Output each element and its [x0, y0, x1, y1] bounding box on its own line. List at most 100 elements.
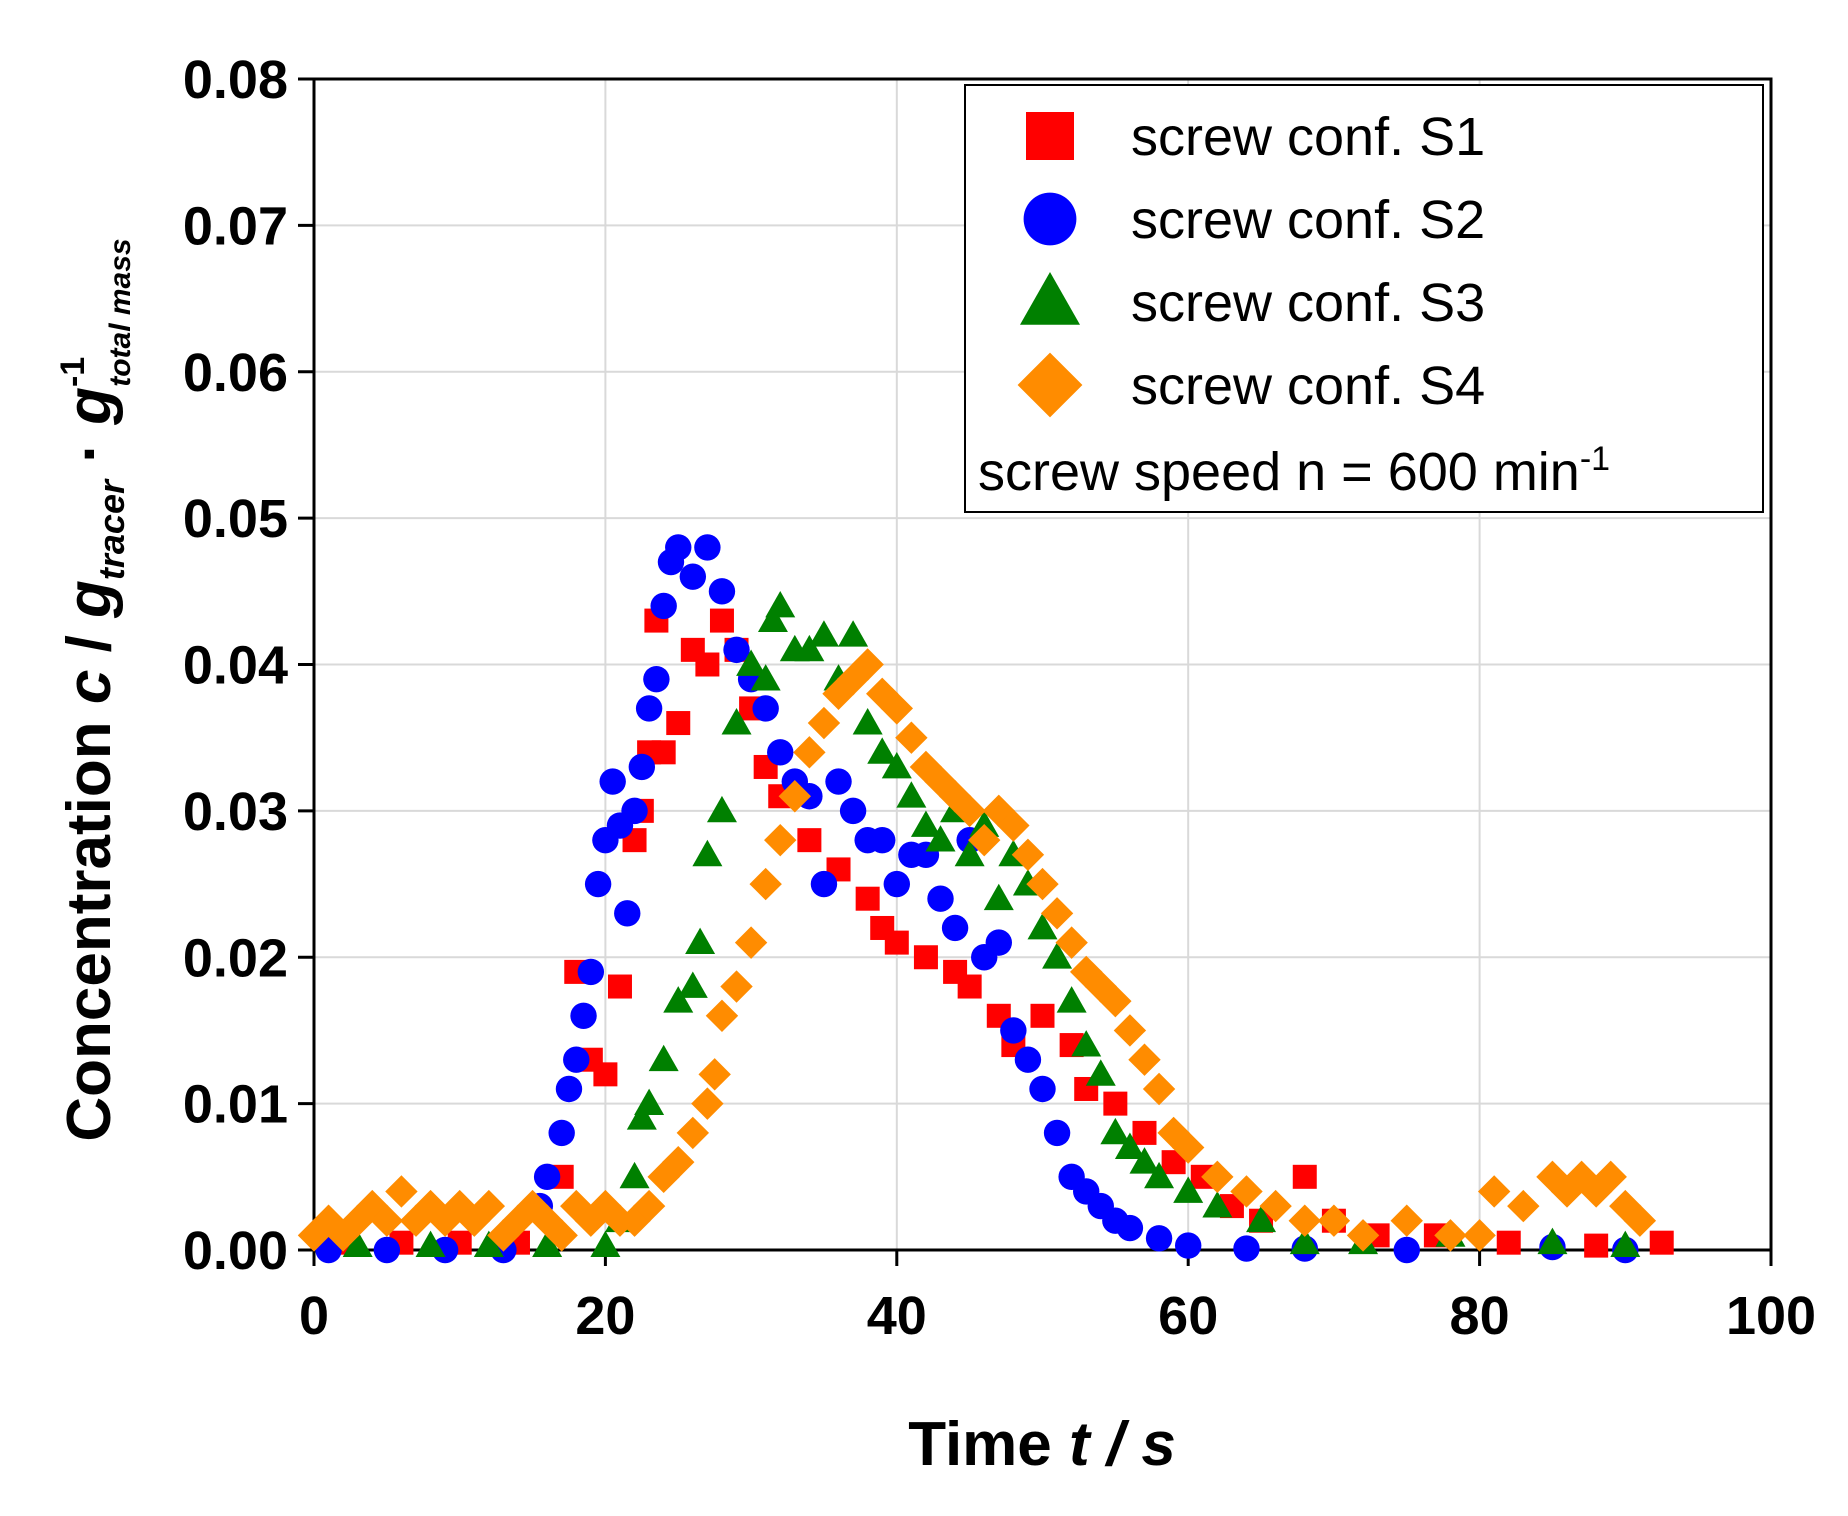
y-axis-label-sub: tracer: [91, 478, 132, 580]
marker-diamond: [676, 1116, 710, 1150]
marker-diamond: [1434, 1219, 1467, 1252]
marker-diamond: [938, 780, 972, 813]
marker-triangle: [1144, 1161, 1175, 1189]
marker-triangle: [954, 839, 985, 867]
legend-marker: [1023, 192, 1077, 246]
marker-circle: [1116, 1214, 1144, 1242]
marker-diamond: [1346, 1219, 1380, 1252]
marker-square: [1103, 1091, 1128, 1116]
y-tick-label: 0.04: [183, 636, 288, 696]
legend-note-sup: -1: [1580, 440, 1610, 478]
y-tick-label: 0.08: [183, 50, 288, 110]
marker-circle: [694, 534, 721, 561]
marker-circle: [927, 885, 954, 912]
marker-diamond: [516, 1189, 549, 1223]
marker-triangle: [1056, 986, 1087, 1013]
x-tick-label: 20: [575, 1286, 635, 1346]
plot-frame: [312, 77, 1773, 1252]
marker-square: [593, 1062, 618, 1087]
marker-diamond: [866, 677, 899, 710]
marker-circle: [1029, 1075, 1056, 1103]
marker-circle: [665, 534, 692, 561]
y-axis-label: Concentration c / gtracer · g-1 total mas…: [54, 238, 137, 1141]
legend-label: screw conf. S3: [1131, 273, 1485, 333]
marker-diamond: [647, 1160, 680, 1194]
marker-circle: [752, 695, 779, 722]
marker-triangle: [1100, 1117, 1131, 1145]
marker-circle: [1000, 1017, 1027, 1044]
x-axis-label-text: Time: [908, 1410, 1069, 1479]
marker-triangle: [757, 605, 788, 632]
marker-triangle: [1085, 1059, 1116, 1086]
marker-triangle: [765, 590, 796, 618]
marker-diamond: [734, 926, 768, 959]
marker-circle: [679, 563, 707, 590]
y-tick-label: 0.06: [183, 343, 288, 403]
y-tick-label: 0.05: [183, 489, 288, 549]
marker-diamond: [1477, 1175, 1511, 1208]
marker-diamond: [530, 1204, 564, 1237]
marker-diamond: [632, 1189, 666, 1223]
marker-diamond: [662, 1145, 695, 1179]
marker-circle: [1014, 1046, 1042, 1073]
marker-circle: [584, 870, 612, 898]
marker-diamond: [1055, 926, 1088, 959]
marker-circle: [985, 929, 1012, 956]
marker-diamond: [836, 662, 870, 696]
marker-diamond: [909, 750, 943, 784]
legend-label: screw conf. S4: [1131, 356, 1485, 416]
marker-circle: [555, 1075, 583, 1103]
marker-triangle: [1027, 912, 1058, 940]
marker-circle: [869, 826, 896, 854]
marker-triangle: [619, 1161, 650, 1189]
legend-box: [964, 84, 1764, 513]
marker-diamond: [705, 999, 739, 1032]
marker-diamond: [851, 648, 884, 681]
marker-triangle: [663, 986, 694, 1013]
marker-square: [1496, 1230, 1521, 1255]
marker-triangle: [1129, 1147, 1160, 1174]
marker-diamond: [1070, 955, 1103, 989]
marker-circle: [563, 1046, 590, 1073]
marker-triangle: [1173, 1176, 1204, 1203]
marker-diamond: [778, 780, 812, 813]
marker-circle: [635, 695, 663, 722]
marker-circle: [883, 870, 910, 898]
marker-diamond: [953, 794, 986, 828]
marker-diamond: [1536, 1160, 1569, 1194]
marker-triangle: [706, 795, 737, 823]
x-tick-label: 60: [1158, 1286, 1218, 1346]
marker-circle: [1145, 1225, 1173, 1252]
marker-diamond: [545, 1219, 578, 1252]
legend-note: screw speed n = 600 min-1: [978, 440, 1610, 502]
marker-triangle: [626, 1103, 657, 1130]
marker-triangle: [881, 751, 912, 779]
marker-diamond: [764, 823, 797, 857]
marker-triangle: [1537, 1227, 1568, 1255]
marker-triangle: [685, 927, 716, 955]
marker-diamond: [822, 677, 855, 710]
marker-diamond: [1113, 1014, 1147, 1047]
marker-triangle: [677, 971, 708, 998]
y-axis-label-text: ·: [55, 425, 124, 480]
marker-triangle: [1114, 1132, 1145, 1159]
marker-square: [709, 608, 734, 633]
marker-circle: [825, 768, 852, 795]
marker-square: [1649, 1230, 1674, 1255]
marker-diamond: [1288, 1204, 1321, 1237]
marker-circle: [570, 1002, 597, 1029]
marker-square: [884, 930, 909, 955]
marker-diamond: [1463, 1219, 1496, 1252]
marker-triangle: [415, 1230, 446, 1258]
marker-triangle: [692, 839, 723, 867]
y-tick-label: 0.01: [183, 1075, 288, 1135]
y-axis-label-var: c: [55, 670, 124, 704]
marker-diamond: [1142, 1072, 1176, 1106]
marker-diamond: [691, 1087, 724, 1120]
marker-triangle: [1246, 1205, 1277, 1233]
legend-marker: [1017, 352, 1083, 418]
marker-circle: [767, 739, 794, 766]
x-tick-label: 80: [1450, 1286, 1510, 1346]
legend-label: screw conf. S1: [1131, 107, 1485, 167]
